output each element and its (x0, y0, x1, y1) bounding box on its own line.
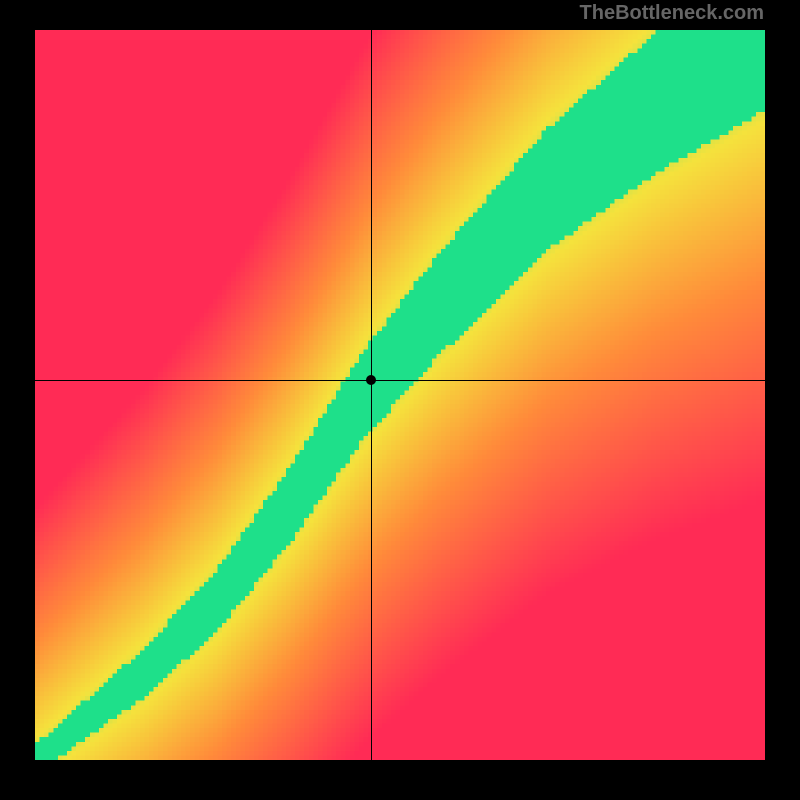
crosshair-horizontal (35, 380, 765, 381)
crosshair-vertical (371, 30, 372, 760)
bottleneck-heatmap (35, 30, 765, 760)
watermark-text: TheBottleneck.com (580, 2, 764, 25)
chart-container: TheBottleneck.com (0, 0, 800, 800)
plot-area (35, 30, 765, 760)
